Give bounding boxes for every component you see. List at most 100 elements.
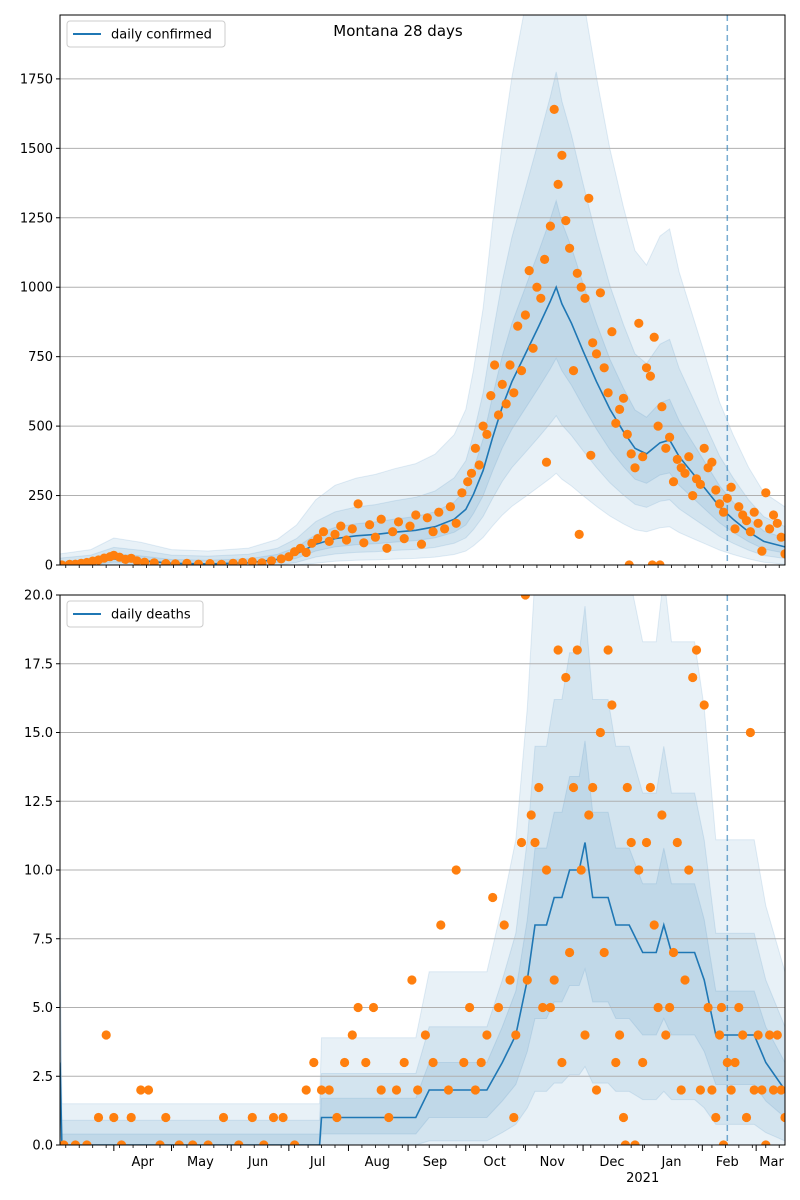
data-point (505, 975, 515, 985)
data-point (707, 1085, 717, 1095)
data-point (149, 558, 159, 565)
legend-label: daily confirmed (111, 28, 212, 43)
data-point (476, 1057, 486, 1068)
data-point (457, 488, 467, 498)
data-point (318, 527, 329, 537)
data-point (524, 266, 534, 276)
data-point (699, 443, 709, 453)
data-point (161, 559, 171, 565)
data-point (161, 1112, 171, 1123)
data-point (741, 1112, 752, 1123)
data-point (336, 521, 346, 531)
data-point (109, 1112, 119, 1123)
data-point (486, 391, 496, 401)
data-point (716, 1002, 727, 1013)
y-tick-label: 12.5 (24, 795, 53, 810)
data-point (530, 837, 540, 848)
y-tick-label: 7.5 (32, 932, 53, 947)
data-point (688, 672, 698, 683)
data-point (726, 1085, 736, 1095)
data-point (568, 366, 579, 376)
data-point (634, 318, 644, 328)
uncertainty-band (60, 15, 785, 565)
data-point (711, 1112, 721, 1123)
data-point (428, 1057, 438, 1068)
data-point (595, 288, 606, 298)
legend-box (66, 600, 204, 628)
data-point (301, 1085, 311, 1095)
data-point (711, 485, 721, 495)
x-tick-label: Oct (483, 1155, 505, 1170)
data-point (370, 532, 380, 542)
data-point (641, 837, 652, 848)
x-tick-label: Sep (423, 1155, 448, 1170)
data-point (665, 1002, 675, 1013)
data-point (565, 243, 575, 253)
data-point (60, 1140, 69, 1145)
data-point (140, 557, 150, 565)
data-point (638, 452, 648, 462)
data-point (688, 491, 698, 501)
data-point (126, 1112, 136, 1123)
data-point (509, 388, 519, 398)
data-point (411, 510, 421, 520)
data-point (391, 1085, 402, 1095)
data-point (561, 672, 571, 683)
data-point (70, 1140, 80, 1145)
x-tick-label: Jul (309, 1155, 326, 1170)
data-point (753, 518, 763, 528)
data-point (734, 502, 744, 512)
data-point (588, 782, 598, 793)
data-point (591, 349, 602, 359)
data-point (470, 1085, 480, 1095)
data-point (638, 1057, 648, 1068)
data-point (516, 837, 527, 848)
data-point (561, 216, 571, 226)
data-point (545, 1002, 556, 1013)
data-point (434, 507, 444, 517)
data-point (216, 559, 227, 565)
data-point (703, 1002, 713, 1013)
data-point (645, 782, 656, 793)
data-point (757, 1085, 767, 1095)
data-point (268, 1112, 279, 1123)
data-point (668, 477, 679, 487)
data-point (780, 1112, 785, 1123)
data-point (490, 360, 500, 370)
data-point (324, 536, 334, 547)
data-point (761, 488, 771, 498)
data-point (580, 1030, 590, 1040)
grid (60, 78, 785, 565)
y-tick-label: 1500 (20, 142, 53, 157)
data-point (626, 449, 636, 459)
data-point (661, 443, 671, 453)
data-point (93, 1112, 104, 1123)
data-point (399, 534, 409, 544)
data-point (591, 1085, 602, 1095)
data-point (532, 282, 542, 292)
data-point (572, 645, 582, 655)
data-point (607, 327, 617, 337)
data-point (676, 1085, 686, 1095)
data-point (576, 865, 586, 875)
data-point (722, 1057, 732, 1068)
data-point (501, 399, 511, 409)
data-point (615, 404, 625, 414)
data-point (440, 524, 450, 534)
x-tick-label: Apr (131, 1155, 154, 1170)
data-point (132, 556, 142, 565)
data-point (516, 366, 527, 376)
data-point (657, 402, 667, 412)
deaths-panel: 0.0 2.5 5.0 7.5 10.0 12.5 15.0 17.5 20.0 daily de… (24, 589, 786, 1154)
data-point (584, 193, 594, 203)
data-point (653, 1002, 663, 1013)
data-point (691, 645, 702, 655)
data-point (247, 1112, 257, 1123)
data-point (526, 810, 536, 820)
data-point (520, 310, 531, 320)
x-tick-label: Feb (716, 1155, 739, 1170)
y-tick-label: 17.5 (24, 657, 53, 672)
data-point (595, 727, 606, 738)
data-point (672, 454, 682, 464)
data-point (649, 920, 659, 930)
